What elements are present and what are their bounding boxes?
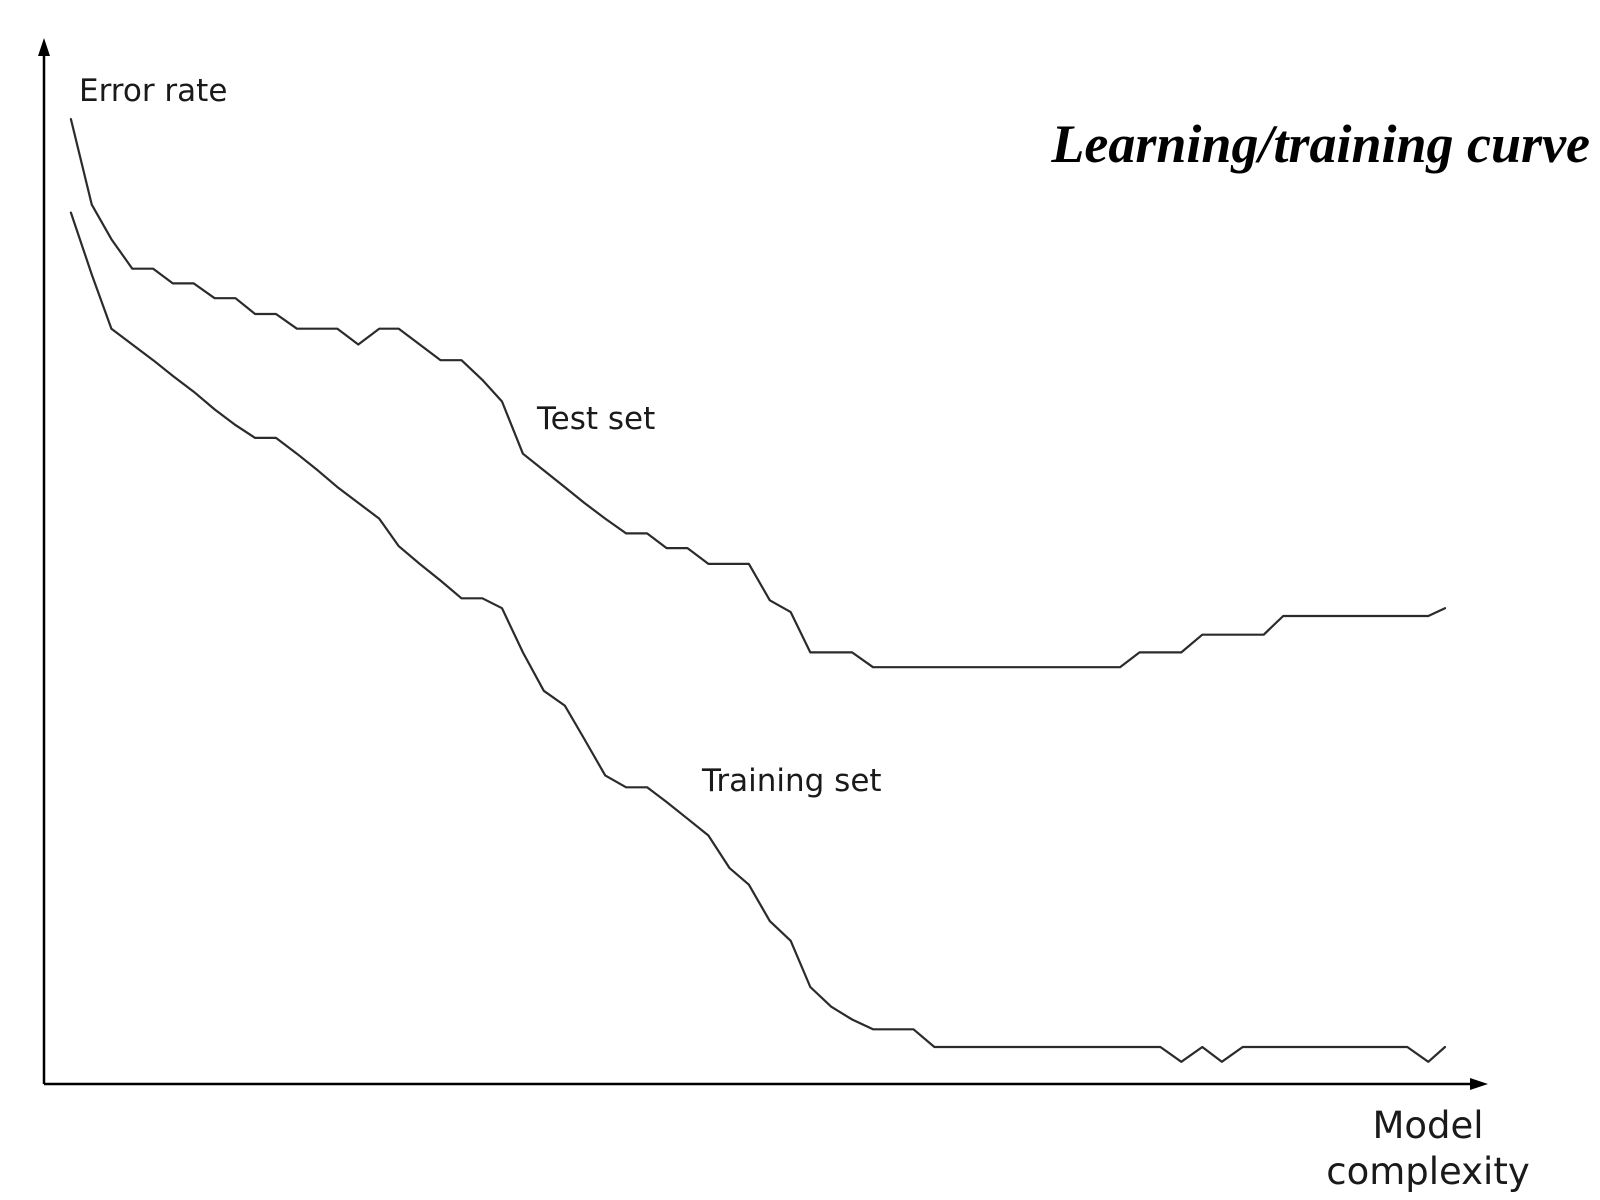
y-axis-label: Error rate <box>79 73 227 109</box>
training-set-label: Training set <box>701 763 882 799</box>
y-axis-arrowhead <box>38 38 50 56</box>
x-axis-label-line-2: complexity <box>1326 1150 1529 1193</box>
test-set-line <box>69 117 1447 669</box>
training-set-line <box>69 211 1447 1063</box>
x-axis-arrowhead <box>1470 1078 1488 1090</box>
test-set-label: Test set <box>536 401 655 437</box>
chart-title: Learning/training curve <box>1050 114 1590 174</box>
x-axis-label-line-1: Model <box>1372 1104 1483 1147</box>
